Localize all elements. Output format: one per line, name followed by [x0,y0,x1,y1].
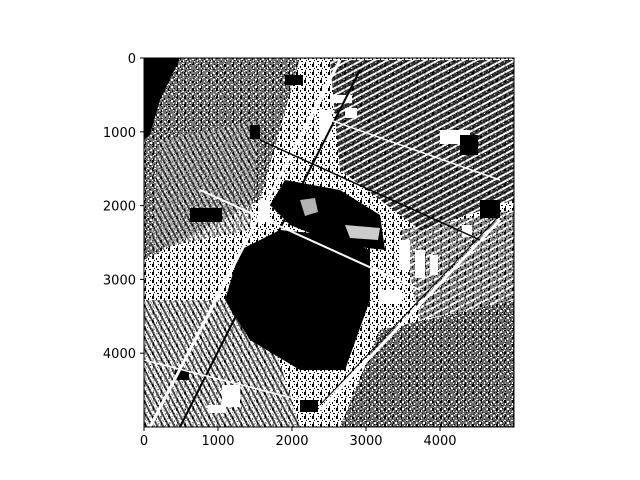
y-tick-label: 4000 [103,347,136,362]
y-tick-label: 0 [128,52,136,67]
x-tick-label: 4000 [423,434,456,449]
x-tick-label: 0 [140,434,148,449]
x-tick-label: 1000 [201,434,234,449]
x-tick-label: 3000 [349,434,382,449]
y-axis: 0 1000 2000 3000 4000 [103,52,144,362]
segmentation-image [144,58,514,427]
x-axis: 0 1000 2000 3000 4000 [140,427,457,449]
y-tick-label: 1000 [103,126,136,141]
axes-frame [143,57,515,428]
y-tick-label: 2000 [103,200,136,215]
y-tick-label: 3000 [103,273,136,288]
x-tick-label: 2000 [275,434,308,449]
